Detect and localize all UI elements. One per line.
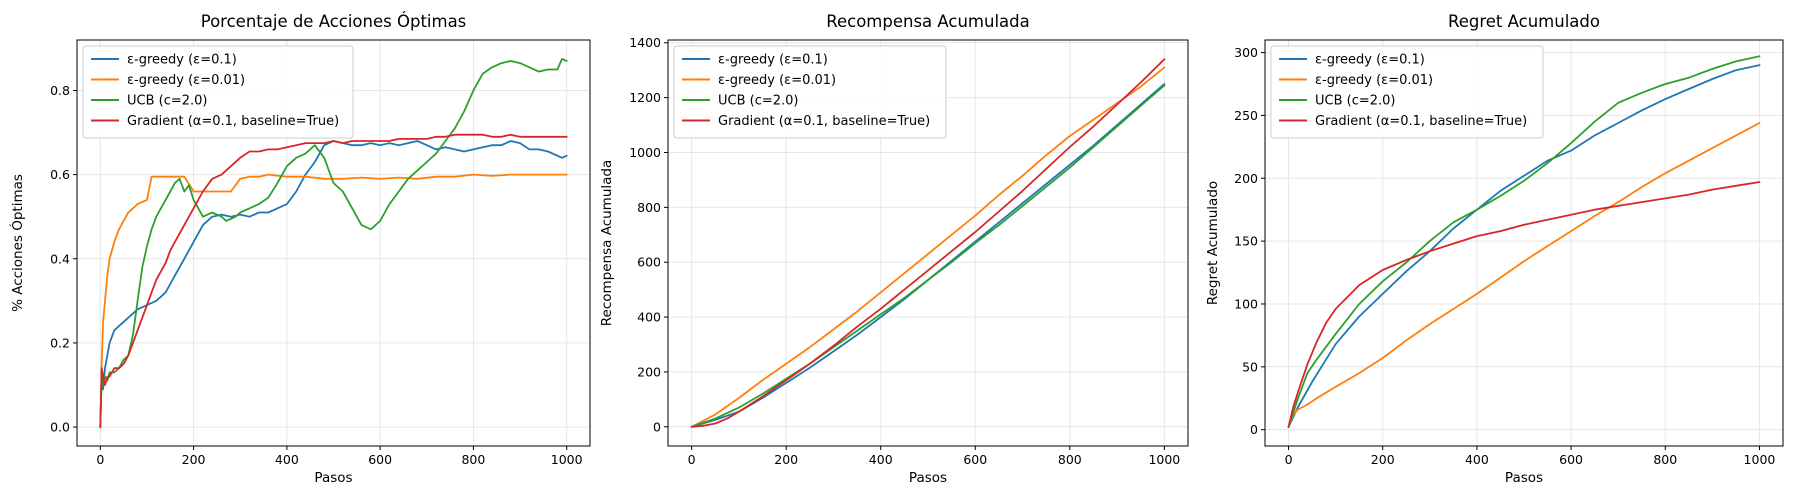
- y-axis-label: Recompensa Acumulada: [599, 160, 615, 327]
- y-tick-label: 0.2: [50, 335, 70, 350]
- series-line-ucb: [690, 84, 1166, 428]
- y-tick-label: 1400: [629, 35, 661, 50]
- x-tick-label: 400: [1465, 452, 1489, 467]
- legend-label-ucb: UCB (c=2.0): [718, 94, 799, 109]
- y-tick-label: 150: [1234, 234, 1258, 249]
- chart-panel-2: 0 200 400 600 800 1000 0 200 400 600 800 1000 1200 14…: [599, 12, 1189, 486]
- legend-label-ucb: UCB (c=2.0): [1315, 94, 1396, 109]
- x-tick-label: 600: [963, 452, 987, 467]
- y-tick-label: 0.8: [50, 83, 70, 98]
- y-tick-label: 400: [637, 310, 661, 325]
- x-tick-label: 600: [368, 452, 392, 467]
- x-tick-label: 200: [182, 452, 206, 467]
- series-line-eps001: [99, 173, 568, 429]
- y-tick-label: 1200: [629, 90, 661, 105]
- y-tick-label: 0.4: [50, 251, 70, 266]
- x-tick-label: 0: [688, 452, 696, 467]
- legend-label-ucb: UCB (c=2.0): [127, 94, 208, 109]
- y-tick-label: 0: [653, 419, 661, 434]
- legend-label-grad: Gradient (α=0.1, baseline=True): [1315, 114, 1527, 129]
- series-line-eps001: [690, 66, 1166, 428]
- axes-frame: [1264, 39, 1784, 447]
- legend-label-eps01: ε-greedy (ε=0.1): [1315, 53, 1425, 68]
- x-tick-label: 1000: [1744, 452, 1776, 467]
- y-axis-label: % Acciones Óptimas: [8, 174, 26, 312]
- x-tick-label: 1000: [1148, 452, 1180, 467]
- legend-box: [673, 45, 947, 139]
- series-line-grad: [1287, 181, 1761, 429]
- x-tick-label: 400: [869, 452, 893, 467]
- legend: ε-greedy (ε=0.1) ε-greedy (ε=0.01) UCB (c=…: [673, 45, 947, 139]
- x-tick-label: 1000: [551, 452, 583, 467]
- series-line-grad: [690, 58, 1166, 428]
- chart-title: Porcentaje de Acciones Óptimas: [201, 12, 467, 31]
- legend: ε-greedy (ε=0.1) ε-greedy (ε=0.01) UCB (c=…: [1270, 45, 1544, 139]
- x-tick-label: 600: [1559, 452, 1583, 467]
- y-tick-label: 50: [1242, 359, 1258, 374]
- chart-title: Regret Acumulado: [1448, 12, 1600, 31]
- y-tick-label: 200: [637, 364, 661, 379]
- y-tick-label: 100: [1234, 296, 1258, 311]
- x-tick-label: 800: [1653, 452, 1677, 467]
- y-tick-label: 1000: [629, 145, 661, 160]
- x-axis-label: Pasos: [909, 470, 947, 486]
- series-line-ucb: [99, 58, 568, 429]
- series-line-grad: [99, 133, 568, 429]
- x-tick-label: 800: [461, 452, 485, 467]
- x-tick-label: 200: [774, 452, 798, 467]
- x-tick-label: 0: [96, 452, 104, 467]
- legend-label-eps01: ε-greedy (ε=0.1): [718, 53, 828, 68]
- y-axis-label: Regret Acumulado: [1205, 181, 1221, 305]
- y-tick-label: 0: [1250, 422, 1258, 437]
- x-tick-label: 200: [1371, 452, 1395, 467]
- chart-title: Recompensa Acumulada: [826, 12, 1030, 31]
- series-line-ucb: [1287, 55, 1761, 429]
- y-tick-label: 0.6: [50, 167, 70, 182]
- y-tick-label: 250: [1234, 108, 1258, 123]
- legend: ε-greedy (ε=0.1) ε-greedy (ε=0.01) UCB (c=…: [82, 45, 354, 139]
- x-axis-label: Pasos: [1505, 470, 1543, 486]
- x-tick-label: 800: [1058, 452, 1082, 467]
- axes-frame: [76, 39, 591, 447]
- chart-panel-1: 0 200 400 600 800 1000 0.0 0.2 0.4 0.6 0.8 Porcenta…: [8, 12, 591, 486]
- chart-panel-3: 0 200 400 600 800 1000 0 50 100 150 200 250 300 Regre…: [1205, 12, 1784, 486]
- y-tick-label: 200: [1234, 171, 1258, 186]
- legend-label-eps001: ε-greedy (ε=0.01): [127, 73, 245, 88]
- legend-label-eps001: ε-greedy (ε=0.01): [1315, 73, 1433, 88]
- legend-label-grad: Gradient (α=0.1, baseline=True): [718, 114, 930, 129]
- axes-frame: [667, 39, 1189, 447]
- x-tick-label: 0: [1285, 452, 1293, 467]
- legend-box: [82, 45, 354, 139]
- legend-label-eps001: ε-greedy (ε=0.01): [718, 73, 836, 88]
- y-tick-label: 300: [1234, 45, 1258, 60]
- series-line-eps01: [99, 140, 568, 429]
- y-tick-label: 600: [637, 255, 661, 270]
- legend-label-grad: Gradient (α=0.1, baseline=True): [127, 114, 339, 129]
- legend-box: [1270, 45, 1544, 139]
- x-axis-label: Pasos: [314, 470, 352, 486]
- series-line-eps01: [1287, 64, 1761, 429]
- y-tick-label: 0.0: [50, 420, 70, 435]
- legend-label-eps01: ε-greedy (ε=0.1): [127, 53, 237, 68]
- x-tick-label: 400: [275, 452, 299, 467]
- y-tick-label: 800: [637, 200, 661, 215]
- series-line-eps001: [1287, 122, 1761, 429]
